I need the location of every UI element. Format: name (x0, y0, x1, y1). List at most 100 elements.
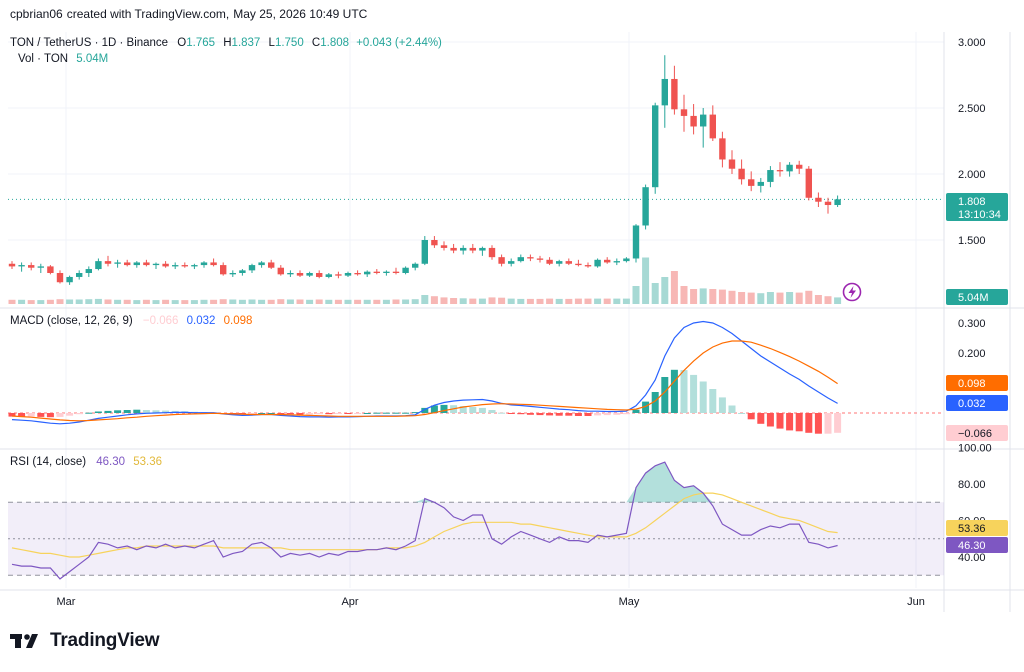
rsi-pane[interactable] (8, 461, 944, 580)
macd-histogram-bar (315, 413, 323, 415)
macd-histogram-bar (344, 413, 352, 414)
macd-histogram-bar (670, 369, 678, 413)
volume-bar (334, 299, 342, 304)
candle-body (536, 258, 544, 260)
brand-name: TradingView (50, 630, 160, 651)
lightning-icon[interactable] (842, 282, 862, 302)
volume-bar (392, 299, 400, 304)
candle-body (728, 159, 736, 169)
volume-bar (834, 297, 842, 304)
macd-histogram-bar (56, 413, 64, 417)
candle-body (632, 225, 640, 259)
macd-histogram-bar (104, 410, 112, 413)
candlesticks[interactable] (8, 55, 944, 285)
price-axis[interactable]: 3.0002.5002.0001.5000.3000.2000.100100.0… (958, 37, 992, 564)
macd-histogram-bar (728, 405, 736, 413)
macd-histogram-bar (18, 413, 26, 417)
volume-bar (286, 299, 294, 304)
macd-histogram-bar (440, 404, 448, 413)
volume-bar (517, 298, 525, 304)
macd-histogram-bar (565, 413, 573, 416)
candle-body (767, 170, 774, 182)
macd-histogram-bar (392, 412, 400, 414)
volume-bar (603, 298, 611, 304)
volume-bar (526, 298, 534, 304)
macd-histogram-bar (66, 413, 74, 416)
last-price-badge-text: 1.808 (958, 196, 986, 208)
volume-bar (766, 292, 774, 304)
time-tick-label: May (619, 596, 640, 608)
volume-bar (546, 298, 554, 304)
created-datetime: May 25, 2026 10:49 UTC (233, 7, 368, 21)
macd-histogram-bar (325, 413, 333, 415)
macd-histogram-bar (814, 413, 822, 434)
volume-bar (344, 299, 352, 304)
rsi-ma-badge-text: 53.36 (958, 523, 986, 535)
macd-histogram-bar (632, 409, 640, 413)
candle-body (498, 257, 505, 264)
volume-bar (46, 299, 54, 304)
candle-body (162, 263, 169, 267)
candle-body (575, 263, 582, 266)
volume-bar (258, 299, 266, 304)
rsi-ma-value: 53.36 (133, 456, 162, 468)
volume-bar (104, 299, 112, 304)
macd-histogram-bar (622, 413, 630, 415)
watermark-caption: cpbrian06 created with TradingView.com, Ma… (10, 7, 371, 21)
candle-body (450, 247, 457, 251)
volume-bar (66, 299, 74, 304)
rsi-line (11, 461, 838, 580)
volume-bar (296, 299, 304, 304)
candle-body (181, 265, 188, 267)
rsi-tick-label: 80.00 (958, 479, 986, 491)
rsi-legend: RSI (14, close) 46.30 53.36 (10, 456, 162, 468)
macd-histogram-bar (94, 411, 102, 413)
candle-body (738, 168, 745, 180)
price-tick-label: 3.000 (958, 37, 986, 49)
candle-body (805, 168, 812, 198)
last-price-badge-text: 13:10:34 (958, 209, 1001, 221)
volume-bar (181, 300, 189, 304)
candle-body (354, 273, 361, 275)
low-value: 1.750 (275, 37, 304, 49)
macd-legend: MACD (close, 12, 26, 9) −0.066 0.032 0.0… (10, 315, 252, 327)
macd-histogram-bar (824, 413, 832, 434)
macd-pane[interactable] (8, 320, 944, 434)
macd-badge-bg (946, 395, 1008, 411)
candle-body (776, 170, 784, 172)
macd-histogram-bar (603, 413, 611, 416)
hist-badge-bg (946, 425, 1008, 441)
candle-body (325, 274, 332, 277)
volume-bar (747, 292, 755, 304)
candle-body (306, 273, 313, 276)
volume-bar (507, 298, 515, 304)
macd-histogram-bar (507, 413, 515, 414)
volume-bar (642, 257, 650, 304)
candle-body (85, 269, 92, 273)
volume-bar (622, 298, 630, 304)
candle-body (546, 259, 553, 264)
macd-histogram-bar (8, 413, 16, 417)
candle-body (700, 114, 707, 127)
candle-body (479, 247, 486, 251)
rsi-badge-text: 46.30 (958, 540, 986, 552)
time-axis[interactable]: Mar Apr May Jun (57, 596, 925, 608)
time-tick-label: Apr (341, 596, 358, 608)
macd-histogram-bar (402, 412, 410, 414)
candle-body (28, 265, 35, 268)
volume-bar (402, 299, 410, 304)
volume-bar (18, 299, 26, 304)
candle-body (402, 267, 409, 273)
volume-bar (219, 299, 227, 304)
volume-bar (651, 283, 659, 304)
tradingview-brand[interactable]: TradingView (10, 630, 160, 652)
candle-body (652, 105, 659, 188)
macd-histogram-bar (411, 412, 419, 414)
macd-histogram-bar (594, 413, 602, 416)
macd-histogram-bar (430, 405, 438, 413)
macd-line-value: 0.032 (187, 315, 216, 327)
candle-body (152, 263, 160, 266)
candle-body (47, 266, 54, 273)
volume-bar (699, 288, 707, 304)
